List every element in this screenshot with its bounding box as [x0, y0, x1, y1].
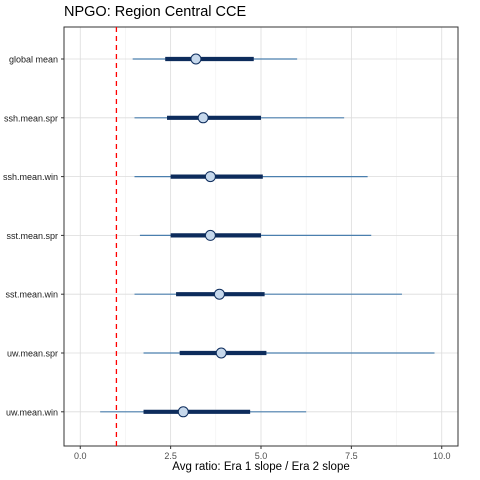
y-tick-label: uw.mean.win — [6, 407, 58, 417]
y-tick-label: global mean — [9, 55, 58, 65]
interval-row-4 — [139, 229, 372, 241]
point-estimate — [204, 171, 216, 183]
x-tick-label: 7.5 — [345, 451, 358, 461]
chart-title: NPGO: Region Central CCE — [64, 4, 247, 20]
point-estimate — [215, 347, 227, 359]
interval-row-6 — [143, 347, 435, 359]
interval-row-3 — [134, 171, 368, 183]
x-tick-label: 0.0 — [74, 451, 87, 461]
point-estimate — [177, 406, 189, 418]
x-axis-labels: 0.0 2.5 5.0 7.5 10.0 — [74, 446, 450, 461]
x-tick-label: 10.0 — [433, 451, 451, 461]
interval-row-5 — [134, 288, 402, 300]
x-tick-label: 5.0 — [255, 451, 268, 461]
intervals — [100, 53, 435, 418]
interval-row-1 — [132, 53, 298, 65]
y-axis-labels: global mean ssh.mean.spr ssh.mean.win sst.m… — [3, 55, 64, 417]
y-tick-label: uw.mean.spr — [7, 349, 58, 359]
y-tick-label: ssh.mean.spr — [4, 113, 58, 123]
point-estimate — [204, 229, 216, 241]
y-tick-label: sst.mean.spr — [6, 231, 58, 241]
y-tick-label: sst.mean.win — [5, 290, 58, 300]
x-tick-label: 2.5 — [164, 451, 177, 461]
point-estimate — [213, 288, 225, 300]
interval-row-2 — [134, 112, 345, 124]
interval-row-7 — [100, 406, 307, 418]
point-estimate — [197, 112, 209, 124]
y-tick-label: ssh.mean.win — [3, 172, 58, 182]
point-estimate — [190, 53, 202, 65]
x-axis-title: Avg ratio: Era 1 slope / Era 2 slope — [172, 461, 350, 473]
